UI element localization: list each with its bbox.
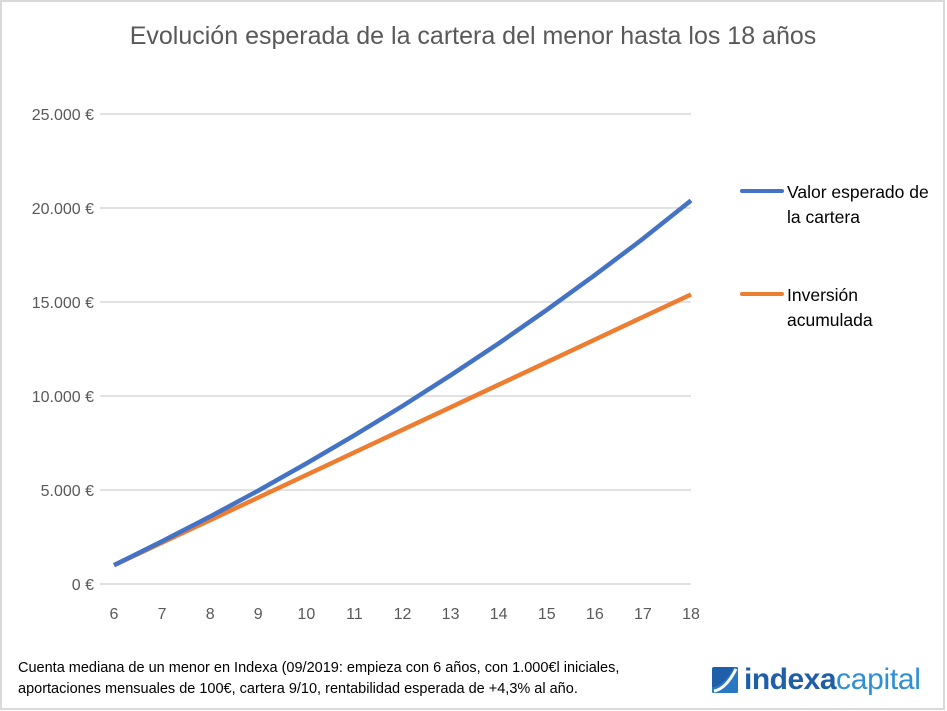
x-tick-label: 9 bbox=[254, 606, 263, 623]
footnote-line1: Cuenta mediana de un menor en Indexa (09… bbox=[18, 660, 620, 676]
legend-label: Valor esperado de la cartera bbox=[787, 180, 947, 230]
x-tick-label: 13 bbox=[442, 606, 460, 623]
x-tick-label: 18 bbox=[682, 606, 700, 623]
y-tick-label: 0 € bbox=[72, 577, 94, 594]
legend-label-line2: la cartera bbox=[787, 207, 860, 227]
x-tick-label: 7 bbox=[158, 606, 167, 623]
logo-text-capital: capital bbox=[836, 663, 921, 696]
y-tick-label: 20.000 € bbox=[32, 201, 94, 218]
legend-swatch-blue bbox=[740, 189, 784, 193]
x-tick-label: 15 bbox=[538, 606, 556, 623]
y-tick-label: 25.000 € bbox=[32, 107, 94, 124]
y-tick-label: 10.000 € bbox=[32, 389, 94, 406]
x-tick-label: 8 bbox=[206, 606, 215, 623]
legend-label: Inversión acumulada bbox=[787, 283, 947, 333]
y-tick-label: 15.000 € bbox=[32, 295, 94, 312]
x-tick-label: 6 bbox=[110, 606, 119, 623]
y-tick-label: 5.000 € bbox=[41, 483, 94, 500]
footnote: Cuenta mediana de un menor en Indexa (09… bbox=[18, 658, 698, 700]
series-line-valor-esperado bbox=[112, 198, 693, 568]
indexa-capital-logo: indexa capital bbox=[712, 662, 921, 698]
logo-text-indexa: indexa bbox=[744, 663, 837, 696]
legend-label-line1: Valor esperado de bbox=[787, 182, 929, 202]
indexa-logo-mark-icon bbox=[712, 667, 738, 693]
x-tick-label: 17 bbox=[634, 606, 652, 623]
legend-label-line1: Inversión bbox=[787, 285, 859, 305]
series-line-inversion-acumulada bbox=[113, 292, 692, 568]
gridlines bbox=[100, 113, 691, 585]
x-tick-label: 14 bbox=[490, 606, 508, 623]
x-axis-ticks: 6 7 8 9 10 11 12 13 14 15 16 17 18 bbox=[110, 606, 700, 623]
series-lines bbox=[112, 198, 693, 568]
legend-label-line2: acumulada bbox=[787, 310, 873, 330]
x-tick-label: 11 bbox=[346, 606, 363, 623]
x-tick-label: 10 bbox=[297, 606, 315, 623]
x-tick-label: 12 bbox=[394, 606, 412, 623]
legend-swatch-orange bbox=[740, 292, 784, 296]
footnote-line2: aportaciones mensuales de 100€, cartera … bbox=[18, 681, 578, 697]
y-axis-ticks: 0 € 5.000 € 10.000 € 15.000 € 20.000 € 25.000… bbox=[32, 107, 94, 594]
chart-title: Evolución esperada de la cartera del men… bbox=[129, 22, 817, 50]
x-tick-label: 16 bbox=[586, 606, 604, 623]
